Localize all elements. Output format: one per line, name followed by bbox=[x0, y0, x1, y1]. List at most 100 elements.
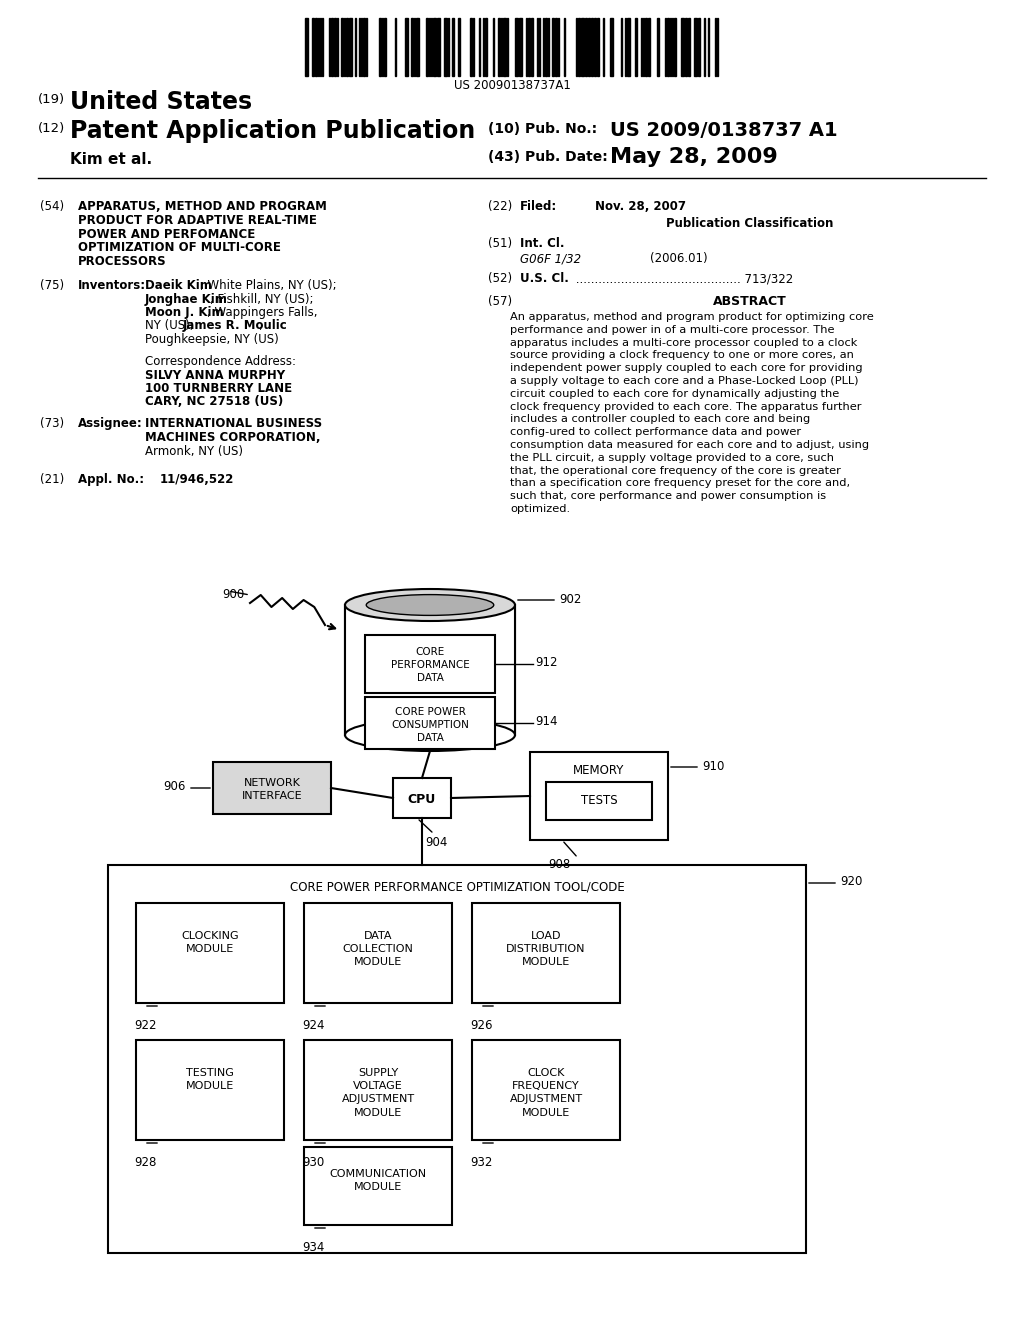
Bar bbox=[346, 18, 348, 77]
Bar bbox=[552, 18, 554, 77]
Bar bbox=[627, 18, 630, 77]
Text: 914: 914 bbox=[535, 715, 557, 729]
Text: than a specification core frequency preset for the core and,: than a specification core frequency pres… bbox=[510, 478, 850, 488]
Text: (52): (52) bbox=[488, 272, 512, 285]
Bar bbox=[312, 18, 314, 77]
Bar bbox=[304, 1147, 452, 1225]
Text: 900: 900 bbox=[222, 587, 245, 601]
Text: An apparatus, method and program product for optimizing core: An apparatus, method and program product… bbox=[510, 312, 873, 322]
Text: optimized.: optimized. bbox=[510, 504, 570, 513]
Bar bbox=[531, 18, 534, 77]
Text: apparatus includes a multi-core processor coupled to a clock: apparatus includes a multi-core processo… bbox=[510, 338, 857, 347]
Bar bbox=[379, 18, 381, 77]
Bar bbox=[597, 18, 599, 77]
Text: 926: 926 bbox=[470, 1019, 493, 1032]
Text: 910: 910 bbox=[702, 760, 724, 774]
Bar bbox=[365, 697, 495, 748]
Text: that, the operational core frequency of the core is greater: that, the operational core frequency of … bbox=[510, 466, 841, 475]
Bar bbox=[591, 18, 593, 77]
Bar bbox=[578, 18, 580, 77]
Bar bbox=[698, 18, 700, 77]
Text: NETWORK
INTERFACE: NETWORK INTERFACE bbox=[242, 777, 302, 801]
Text: performance and power in of a multi-core processor. The: performance and power in of a multi-core… bbox=[510, 325, 835, 335]
Ellipse shape bbox=[345, 589, 515, 620]
Text: (19): (19) bbox=[38, 92, 66, 106]
Text: (73): (73) bbox=[40, 417, 65, 430]
Bar bbox=[304, 1040, 452, 1140]
Bar bbox=[416, 18, 419, 77]
Text: CARY, NC 27518 (US): CARY, NC 27518 (US) bbox=[145, 395, 284, 408]
Bar bbox=[305, 18, 308, 77]
Text: CORE POWER
CONSUMPTION
DATA: CORE POWER CONSUMPTION DATA bbox=[391, 708, 469, 743]
Bar bbox=[581, 18, 584, 77]
Bar bbox=[444, 18, 447, 77]
Text: Kim et al.: Kim et al. bbox=[70, 152, 153, 168]
Text: Publication Classification: Publication Classification bbox=[667, 216, 834, 230]
Text: source providing a clock frequency to one or more cores, an: source providing a clock frequency to on… bbox=[510, 350, 854, 360]
Bar bbox=[685, 18, 687, 77]
Text: 904: 904 bbox=[425, 836, 447, 849]
Bar bbox=[498, 18, 500, 77]
Text: ABSTRACT: ABSTRACT bbox=[713, 294, 786, 308]
Text: Nov. 28, 2007: Nov. 28, 2007 bbox=[595, 201, 686, 213]
Bar bbox=[433, 18, 436, 77]
Text: ............................................ 713/322: ........................................… bbox=[572, 272, 794, 285]
Bar bbox=[365, 635, 495, 693]
Text: US 20090138737A1: US 20090138737A1 bbox=[454, 79, 570, 92]
Text: , Fishkill, NY (US);: , Fishkill, NY (US); bbox=[210, 293, 313, 305]
Text: 922: 922 bbox=[134, 1019, 157, 1032]
Bar bbox=[345, 605, 515, 735]
Text: 928: 928 bbox=[134, 1156, 157, 1170]
Bar bbox=[635, 18, 637, 77]
Text: , White Plains, NY (US);: , White Plains, NY (US); bbox=[200, 279, 337, 292]
Bar bbox=[681, 18, 684, 77]
Bar bbox=[485, 18, 487, 77]
Bar bbox=[213, 762, 331, 814]
Text: config-ured to collect performance data and power: config-ured to collect performance data … bbox=[510, 428, 801, 437]
Text: INTERNATIONAL BUSINESS: INTERNATIONAL BUSINESS bbox=[145, 417, 323, 430]
Text: CLOCKING
MODULE: CLOCKING MODULE bbox=[181, 931, 239, 954]
Text: Poughkeepsie, NY (US): Poughkeepsie, NY (US) bbox=[145, 333, 279, 346]
Bar bbox=[384, 18, 386, 77]
Text: (22): (22) bbox=[488, 201, 512, 213]
Text: , Wappingers Falls,: , Wappingers Falls, bbox=[207, 306, 317, 319]
Bar bbox=[688, 18, 690, 77]
Ellipse shape bbox=[367, 594, 494, 615]
Ellipse shape bbox=[345, 719, 515, 751]
Text: SILVY ANNA MURPHY: SILVY ANNA MURPHY bbox=[145, 370, 285, 381]
Bar bbox=[334, 18, 336, 77]
Text: (54): (54) bbox=[40, 201, 65, 213]
Bar bbox=[136, 1040, 284, 1140]
Text: ,: , bbox=[258, 319, 262, 333]
Bar bbox=[555, 18, 557, 77]
Text: circuit coupled to each core for dynamically adjusting the: circuit coupled to each core for dynamic… bbox=[510, 389, 840, 399]
Bar bbox=[437, 18, 440, 77]
Bar bbox=[331, 18, 333, 77]
Text: (12): (12) bbox=[38, 121, 66, 135]
Text: Moon J. Kim: Moon J. Kim bbox=[145, 306, 223, 319]
Bar bbox=[136, 903, 284, 1003]
Bar bbox=[406, 18, 408, 77]
Text: Filed:: Filed: bbox=[520, 201, 557, 213]
Text: Int. Cl.: Int. Cl. bbox=[520, 238, 564, 249]
Bar bbox=[674, 18, 676, 77]
Text: 934: 934 bbox=[302, 1241, 325, 1254]
Text: (51): (51) bbox=[488, 238, 512, 249]
Bar bbox=[426, 18, 428, 77]
Text: 924: 924 bbox=[302, 1019, 325, 1032]
Text: U.S. Cl.: U.S. Cl. bbox=[520, 272, 569, 285]
Text: United States: United States bbox=[70, 90, 252, 114]
Text: a supply voltage to each core and a Phase-Locked Loop (PLL): a supply voltage to each core and a Phas… bbox=[510, 376, 858, 385]
Text: SUPPLY
VOLTAGE
ADJUSTMENT
MODULE: SUPPLY VOLTAGE ADJUSTMENT MODULE bbox=[341, 1068, 415, 1118]
Text: May 28, 2009: May 28, 2009 bbox=[610, 147, 778, 168]
Text: COMMUNICATION
MODULE: COMMUNICATION MODULE bbox=[330, 1168, 427, 1192]
Text: Inventors:: Inventors: bbox=[78, 279, 146, 292]
Text: MEMORY: MEMORY bbox=[573, 764, 625, 777]
Bar bbox=[393, 777, 451, 818]
Text: 100 TURNBERRY LANE: 100 TURNBERRY LANE bbox=[145, 381, 292, 395]
Text: DATA
COLLECTION
MODULE: DATA COLLECTION MODULE bbox=[343, 931, 414, 968]
Bar bbox=[585, 18, 587, 77]
Text: (10) Pub. No.:: (10) Pub. No.: bbox=[488, 121, 597, 136]
Bar bbox=[304, 903, 452, 1003]
Text: Jonghae Kim: Jonghae Kim bbox=[145, 293, 228, 305]
